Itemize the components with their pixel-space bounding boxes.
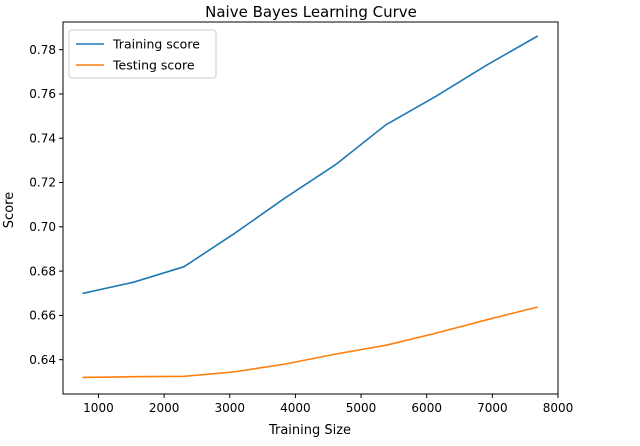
x-tick-label: 7000 <box>477 401 508 415</box>
series-line-training <box>82 35 539 295</box>
y-tick-label: 0.66 <box>29 309 56 323</box>
plot-frame <box>62 21 559 395</box>
y-tick-label: 0.64 <box>29 353 56 367</box>
y-tick-label: 0.78 <box>29 43 56 57</box>
x-tick-label: 2000 <box>149 401 180 415</box>
y-tick-label: 0.76 <box>29 87 56 101</box>
plot-area <box>62 21 559 395</box>
x-tick-label: 8000 <box>543 401 574 415</box>
x-tick-label: 6000 <box>411 401 442 415</box>
y-tick-label: 0.74 <box>29 131 56 145</box>
y-tick-label: 0.68 <box>29 264 56 278</box>
y-axis-label: Score <box>2 192 17 228</box>
y-tick-label: 0.72 <box>29 176 56 190</box>
legend: Training score Testing score <box>68 29 217 79</box>
series-group <box>82 35 539 379</box>
x-axis-label: Training Size <box>268 423 351 438</box>
legend-box <box>68 29 217 79</box>
x-tick-label: 1000 <box>83 401 114 415</box>
x-tick-label: 3000 <box>214 401 245 415</box>
legend-label-testing: Testing score <box>112 58 195 73</box>
y-tick-label: 0.70 <box>29 220 56 234</box>
chart-title: Naive Bayes Learning Curve <box>205 3 417 21</box>
series-line-testing <box>82 306 538 379</box>
legend-label-training: Training score <box>112 37 200 52</box>
x-axis-ticks: 1000 2000 3000 4000 5000 6000 7000 8000 <box>83 394 573 415</box>
y-axis-ticks: 0.64 0.66 0.68 0.70 0.72 0.74 0.76 0.78 <box>29 43 63 367</box>
x-tick-label: 4000 <box>280 401 311 415</box>
x-tick-label: 5000 <box>346 401 377 415</box>
